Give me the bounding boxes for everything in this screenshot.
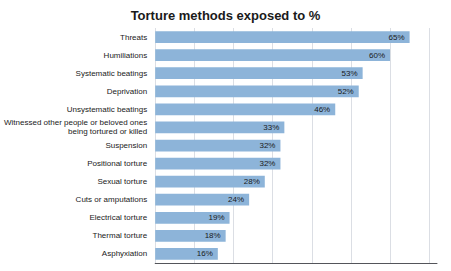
svg-text:28%: 28% [244,177,260,186]
svg-text:Deprivation: Deprivation [107,87,147,96]
svg-text:52%: 52% [338,87,354,96]
svg-text:Threats: Threats [120,33,147,42]
svg-text:24%: 24% [228,195,244,204]
svg-text:Suspension: Suspension [105,141,147,150]
svg-text:32%: 32% [259,159,275,168]
svg-text:being tortured or killed: being tortured or killed [68,127,147,136]
svg-text:Positional torture: Positional torture [87,159,148,168]
svg-text:32%: 32% [259,141,275,150]
svg-text:53%: 53% [342,69,358,78]
svg-text:46%: 46% [314,105,330,114]
svg-text:33%: 33% [263,123,279,132]
svg-text:Cuts or amputations: Cuts or amputations [76,195,148,204]
svg-text:Humiliations: Humiliations [104,51,148,60]
svg-text:Systematic beatings: Systematic beatings [76,69,148,78]
svg-text:Asphyxiation: Asphyxiation [102,249,147,258]
svg-text:Witnessed other people or belo: Witnessed other people or beloved ones [4,118,147,127]
svg-text:Electrical torture: Electrical torture [89,213,147,222]
svg-text:19%: 19% [209,213,225,222]
svg-text:Torture methods exposed to %: Torture methods exposed to % [131,8,321,23]
svg-text:60%: 60% [369,51,385,60]
svg-text:18%: 18% [205,231,221,240]
svg-text:Unsystematic beatings: Unsystematic beatings [67,105,147,114]
svg-text:Sexual torture: Sexual torture [97,177,147,186]
svg-text:Thermal torture: Thermal torture [93,231,148,240]
svg-text:65%: 65% [389,33,405,42]
svg-text:16%: 16% [197,249,213,258]
